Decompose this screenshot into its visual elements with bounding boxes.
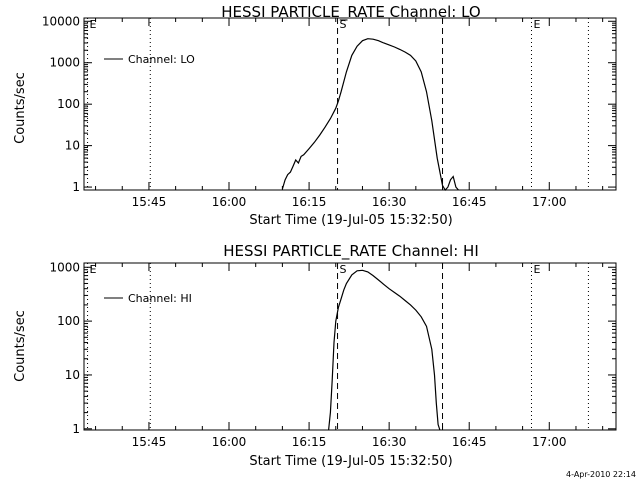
y-tick-label: 100 <box>57 97 80 111</box>
legend: Channel: LO <box>104 53 195 66</box>
chart-title: HESSI PARTICLE_RATE Channel: LO <box>221 3 480 22</box>
x-tick-label: 16:30 <box>372 195 407 209</box>
x-tick-label: 16:45 <box>452 435 487 449</box>
x-tick-label: 16:00 <box>212 435 247 449</box>
legend-label: Channel: LO <box>128 53 195 66</box>
legend: Channel: HI <box>104 292 192 305</box>
x-tick-label: 17:00 <box>532 435 567 449</box>
plot-frame <box>83 17 617 191</box>
x-tick-label: 16:15 <box>292 435 327 449</box>
legend-label: Channel: HI <box>128 292 192 305</box>
y-axis-label: Counts/sec <box>13 72 28 144</box>
marker-label: E <box>533 263 540 276</box>
y-tick-label: 1 <box>72 422 80 436</box>
y-tick-label: 1000 <box>49 260 80 274</box>
x-tick-label: 17:00 <box>532 195 567 209</box>
x-axis-label: Start Time (19-Jul-05 15:32:50) <box>249 213 452 228</box>
x-tick-label: 16:30 <box>372 435 407 449</box>
panel-hi: HESSI PARTICLE_RATE Channel: HI Channel:… <box>13 242 617 469</box>
series-line <box>328 269 441 431</box>
y-tick-label: 10 <box>65 368 80 382</box>
y-tick-label: 100 <box>57 314 80 328</box>
marker-label: E <box>533 18 540 31</box>
marker-label: S <box>340 263 347 276</box>
y-tick-label: 1 <box>72 180 80 194</box>
marker-label: E <box>90 18 97 31</box>
y-tick-label: 10 <box>65 139 80 153</box>
plot-frame <box>83 262 617 431</box>
marker-label: E <box>90 263 97 276</box>
panel-lo: HESSI PARTICLE_RATE Channel: LO Channel:… <box>13 3 617 228</box>
y-tick-label: 10000 <box>42 14 80 28</box>
x-tick-label: 16:45 <box>452 195 487 209</box>
y-axis-label: Counts/sec <box>13 310 28 382</box>
marker-label: S <box>340 18 347 31</box>
x-tick-label: 15:45 <box>132 195 167 209</box>
x-axis-label: Start Time (19-Jul-05 15:32:50) <box>249 454 452 469</box>
chart-title: HESSI PARTICLE_RATE Channel: HI <box>223 242 479 261</box>
x-tick-label: 15:45 <box>132 435 167 449</box>
series-line <box>281 38 459 191</box>
y-tick-label: 1000 <box>49 56 80 70</box>
x-tick-label: 16:00 <box>212 195 247 209</box>
footer-timestamp: 4-Apr-2010 22:14 <box>566 470 636 479</box>
x-tick-label: 16:15 <box>292 195 327 209</box>
